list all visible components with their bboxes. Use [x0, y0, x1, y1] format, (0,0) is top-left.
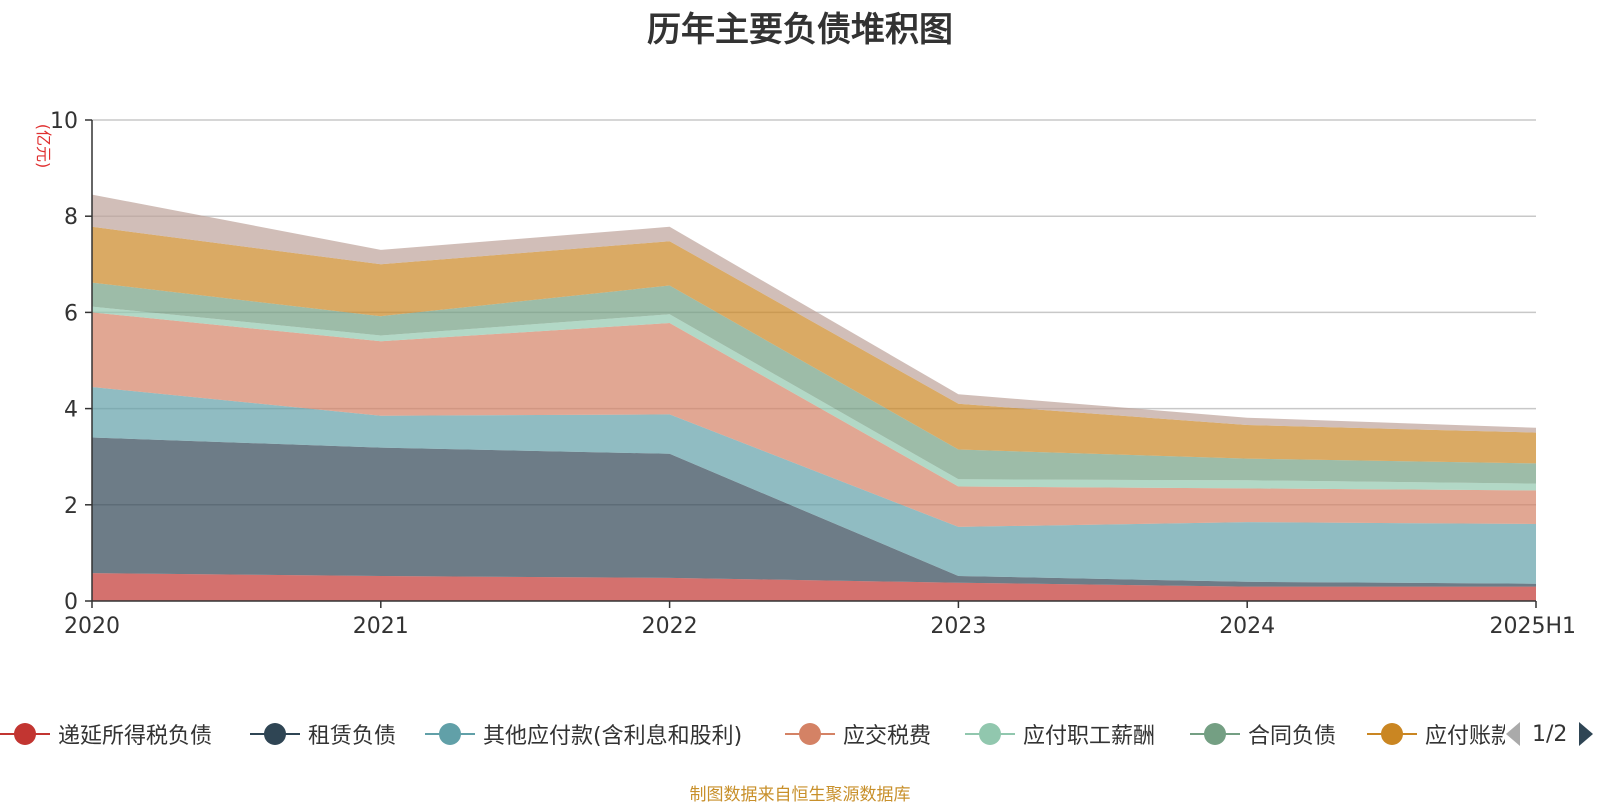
legend-circle-line-icon: [425, 723, 475, 745]
x-tick-label-4: 2024: [1219, 614, 1275, 639]
legend-page-indicator: 1/2: [1532, 721, 1568, 747]
legend-label: 应付账款: [1425, 724, 1505, 749]
legend-item-2[interactable]: 其他应付款(含利息和股利): [425, 716, 742, 752]
area-series-3: [92, 312, 1536, 527]
legend-item-6[interactable]: 应付账款: [1367, 716, 1505, 752]
triangle-left-icon: [1506, 722, 1520, 746]
chart-title: 历年主要负债堆积图: [647, 10, 953, 50]
data-source-note: 制图数据来自恒生聚源数据库: [689, 785, 911, 805]
legend-next-button[interactable]: [1573, 716, 1599, 752]
legend-item-1[interactable]: 租赁负债: [250, 716, 396, 752]
y-tick-label-5: 10: [50, 109, 78, 134]
area-series-0: [92, 573, 1536, 601]
x-tick-label-3: 2023: [930, 614, 986, 639]
y-axis-unit-label: (亿元): [34, 124, 53, 169]
legend-label: 应交税费: [843, 724, 932, 749]
y-tick-label-4: 8: [64, 205, 78, 230]
legend-item-3[interactable]: 应交税费: [785, 716, 931, 752]
triangle-right-icon: [1579, 722, 1594, 746]
legend-label: 其他应付款(含利息和股利): [483, 724, 743, 749]
area-series-7: [92, 194, 1536, 433]
legend-circle-line-icon: [0, 723, 50, 745]
legend-item-5[interactable]: 合同负债: [1190, 716, 1336, 752]
legend-circle-line-icon: [785, 723, 835, 745]
legend-circle-line-icon: [1190, 723, 1240, 745]
x-tick-label-2: 2022: [642, 614, 698, 639]
legend: 递延所得税负债 租赁负债 其他应付款(含利息和股利) 应交税费 应付职工薪酬 合同负债 应付…: [0, 716, 1505, 752]
legend-label: 合同负债: [1248, 724, 1337, 749]
legend-prev-button[interactable]: [1500, 716, 1526, 752]
y-tick-label-0: 0: [64, 590, 78, 615]
x-tick-label-0: 2020: [64, 614, 120, 639]
legend-item-0[interactable]: 递延所得税负债: [0, 716, 212, 752]
y-tick-label-3: 6: [64, 301, 78, 326]
stacked-area-chart: 0 2 4 6 8 10 2020 2021 2022 2023 2024 2025H1 (亿元): [34, 109, 1576, 639]
area-series-1: [92, 437, 1536, 587]
area-series-5: [92, 282, 1536, 484]
area-series-6: [92, 226, 1536, 464]
legend-circle-line-icon: [965, 723, 1015, 745]
legend-circle-line-icon: [1367, 723, 1417, 745]
legend-label: 租赁负债: [308, 724, 397, 749]
area-series-4: [92, 306, 1536, 491]
legend-item-4[interactable]: 应付职工薪酬: [965, 716, 1155, 752]
legend-label: 递延所得税负债: [58, 724, 213, 749]
legend-circle-line-icon: [250, 723, 300, 745]
x-tick-label-1: 2021: [353, 614, 409, 639]
legend-label: 应付职工薪酬: [1023, 724, 1156, 749]
y-tick-label-1: 2: [64, 494, 78, 519]
y-tick-label-2: 4: [64, 398, 78, 423]
legend-pager: 1/2: [1500, 716, 1600, 752]
x-tick-label-5: 2025H1: [1489, 614, 1576, 639]
area-series-2: [92, 387, 1536, 584]
